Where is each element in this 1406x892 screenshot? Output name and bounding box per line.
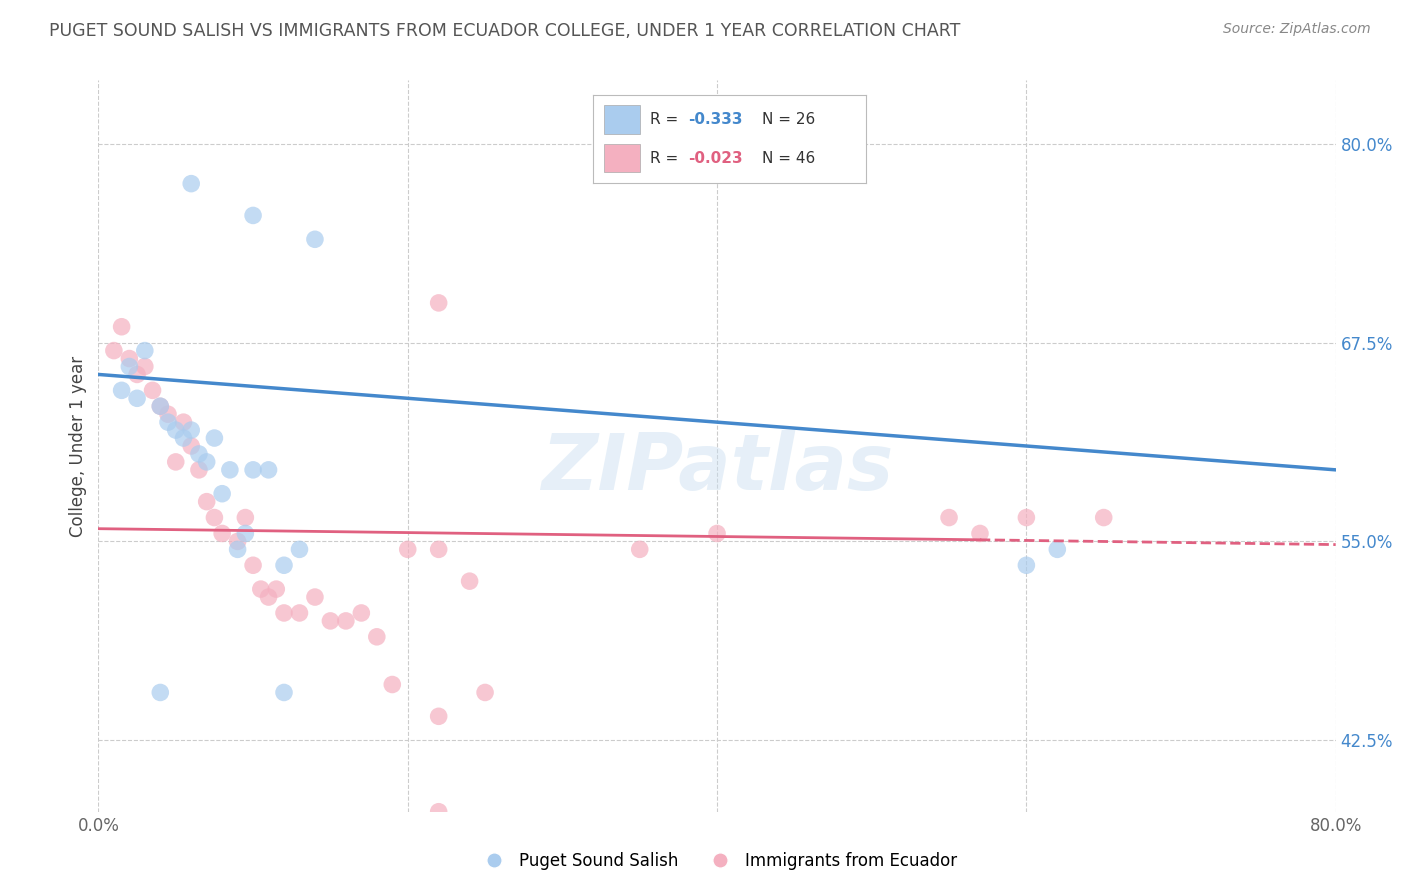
Point: [427, 296, 450, 310]
Point: [172, 415, 194, 429]
Point: [149, 399, 172, 413]
Point: [233, 510, 257, 524]
Point: [1015, 510, 1038, 524]
Point: [1015, 558, 1038, 573]
Point: [381, 677, 404, 691]
Point: [242, 558, 264, 573]
Point: [969, 526, 991, 541]
Point: [335, 614, 357, 628]
Point: [233, 526, 257, 541]
Point: [195, 494, 218, 508]
Point: [250, 582, 273, 596]
Point: [172, 431, 194, 445]
Text: ZIPatlas: ZIPatlas: [541, 430, 893, 506]
Point: [273, 558, 295, 573]
Point: [141, 384, 165, 398]
Point: [304, 590, 326, 604]
Point: [288, 606, 311, 620]
Point: [211, 526, 233, 541]
Point: [319, 614, 342, 628]
Y-axis label: College, Under 1 year: College, Under 1 year: [69, 355, 87, 537]
Point: [706, 526, 728, 541]
Point: [111, 384, 132, 398]
Point: [628, 542, 651, 557]
Point: [118, 359, 141, 374]
Point: [165, 423, 187, 437]
Point: [273, 685, 295, 699]
Point: [226, 534, 249, 549]
Point: [1046, 542, 1069, 557]
Point: [149, 685, 172, 699]
Point: [474, 685, 496, 699]
Point: [350, 606, 373, 620]
Point: [226, 542, 249, 557]
Point: [938, 510, 960, 524]
Point: [204, 431, 226, 445]
Text: Source: ZipAtlas.com: Source: ZipAtlas.com: [1223, 22, 1371, 37]
Point: [111, 319, 132, 334]
Point: [188, 447, 211, 461]
Point: [180, 423, 202, 437]
Point: [149, 399, 172, 413]
Point: [396, 542, 419, 557]
Point: [134, 343, 156, 358]
Legend: Puget Sound Salish, Immigrants from Ecuador: Puget Sound Salish, Immigrants from Ecua…: [471, 846, 963, 877]
Point: [257, 590, 280, 604]
Point: [157, 407, 180, 421]
Point: [180, 177, 202, 191]
Point: [427, 542, 450, 557]
Point: [134, 359, 156, 374]
Point: [118, 351, 141, 366]
Point: [157, 415, 180, 429]
Point: [242, 209, 264, 223]
Point: [427, 805, 450, 819]
Point: [257, 463, 280, 477]
Text: PUGET SOUND SALISH VS IMMIGRANTS FROM ECUADOR COLLEGE, UNDER 1 YEAR CORRELATION : PUGET SOUND SALISH VS IMMIGRANTS FROM EC…: [49, 22, 960, 40]
Point: [204, 510, 226, 524]
Point: [211, 486, 233, 500]
Point: [103, 343, 125, 358]
Point: [188, 463, 211, 477]
Point: [165, 455, 187, 469]
Point: [195, 455, 218, 469]
Point: [219, 463, 242, 477]
Point: [180, 439, 202, 453]
Point: [264, 582, 288, 596]
Point: [427, 709, 450, 723]
Point: [366, 630, 388, 644]
Point: [273, 606, 295, 620]
Point: [242, 463, 264, 477]
Point: [458, 574, 481, 589]
Point: [127, 392, 149, 406]
Point: [304, 232, 326, 246]
Point: [1092, 510, 1115, 524]
Point: [127, 368, 149, 382]
Point: [288, 542, 311, 557]
